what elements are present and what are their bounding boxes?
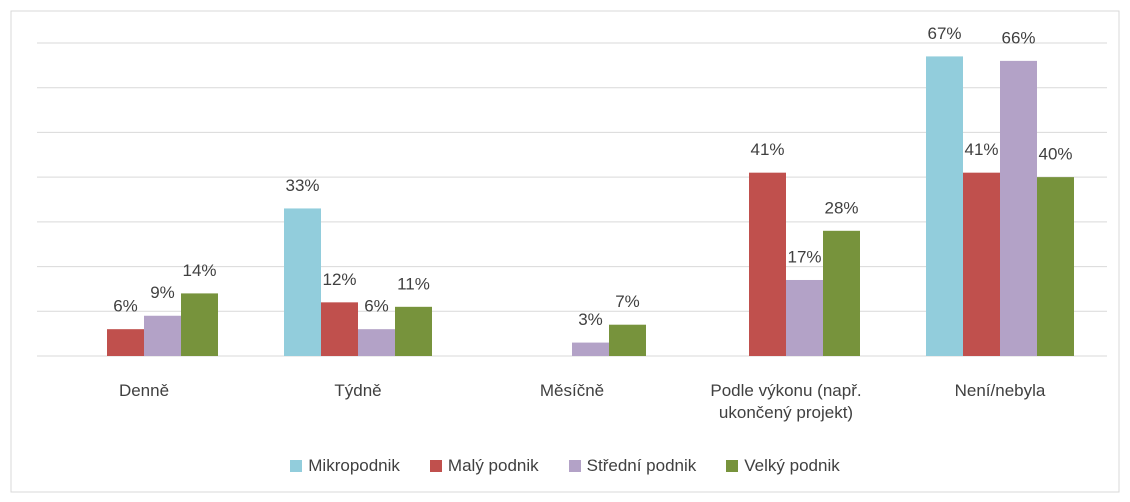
- legend-label: Malý podnik: [447, 456, 539, 475]
- bar: [572, 342, 609, 356]
- legend-label: Střední podnik: [586, 456, 697, 475]
- data-label: 6%: [364, 297, 389, 316]
- bar: [1000, 60, 1037, 357]
- bar: [284, 208, 321, 356]
- x-tick-label: Není/nebyla: [954, 381, 1046, 400]
- x-tick-label: Měsíčně: [539, 381, 605, 400]
- legend-item: Velký podnik: [726, 456, 840, 476]
- data-label: 3%: [578, 310, 603, 329]
- data-label: 41%: [750, 140, 784, 159]
- data-label: 17%: [787, 247, 821, 266]
- bar: [1037, 177, 1074, 356]
- data-label: 7%: [615, 292, 640, 311]
- bar: [749, 172, 786, 356]
- data-label: 40%: [1038, 145, 1072, 164]
- data-label: 9%: [150, 283, 175, 302]
- legend-item: Střední podnik: [568, 456, 697, 476]
- bar: [358, 329, 395, 356]
- data-label: 12%: [322, 270, 356, 289]
- bar: [144, 315, 181, 356]
- data-label: 67%: [927, 24, 961, 43]
- bar: [395, 306, 432, 356]
- x-tick-label: Podle výkonu (např. ukončený projekt): [710, 381, 862, 422]
- legend-swatch: [726, 460, 739, 472]
- frame: [10, 10, 1120, 493]
- legend-label: Mikropodnik: [308, 456, 400, 475]
- bar: [321, 302, 358, 356]
- data-label: 14%: [182, 261, 216, 280]
- data-label: 6%: [113, 297, 138, 316]
- data-label: 28%: [824, 198, 858, 217]
- data-label: 33%: [285, 176, 319, 195]
- legend: Mikropodnik Malý podnik Střední podnik Velk…: [0, 456, 1130, 476]
- bar: [963, 172, 1000, 356]
- bar: [823, 230, 860, 356]
- bar: [609, 324, 646, 356]
- legend-item: Mikropodnik: [290, 456, 400, 476]
- x-tick-label: Denně: [118, 381, 170, 400]
- legend-item: Malý podnik: [429, 456, 539, 476]
- data-label: 11%: [397, 274, 430, 293]
- bar: [107, 329, 144, 356]
- x-tick-label: Týdně: [334, 381, 382, 400]
- data-label: 66%: [1001, 28, 1035, 47]
- legend-label: Velký podnik: [744, 456, 840, 475]
- bar: [926, 56, 963, 357]
- bar: [181, 293, 218, 356]
- legend-swatch: [568, 460, 581, 472]
- legend-swatch: [429, 460, 442, 472]
- data-label: 41%: [964, 140, 998, 159]
- legend-swatch: [290, 460, 303, 472]
- bar: [786, 279, 823, 356]
